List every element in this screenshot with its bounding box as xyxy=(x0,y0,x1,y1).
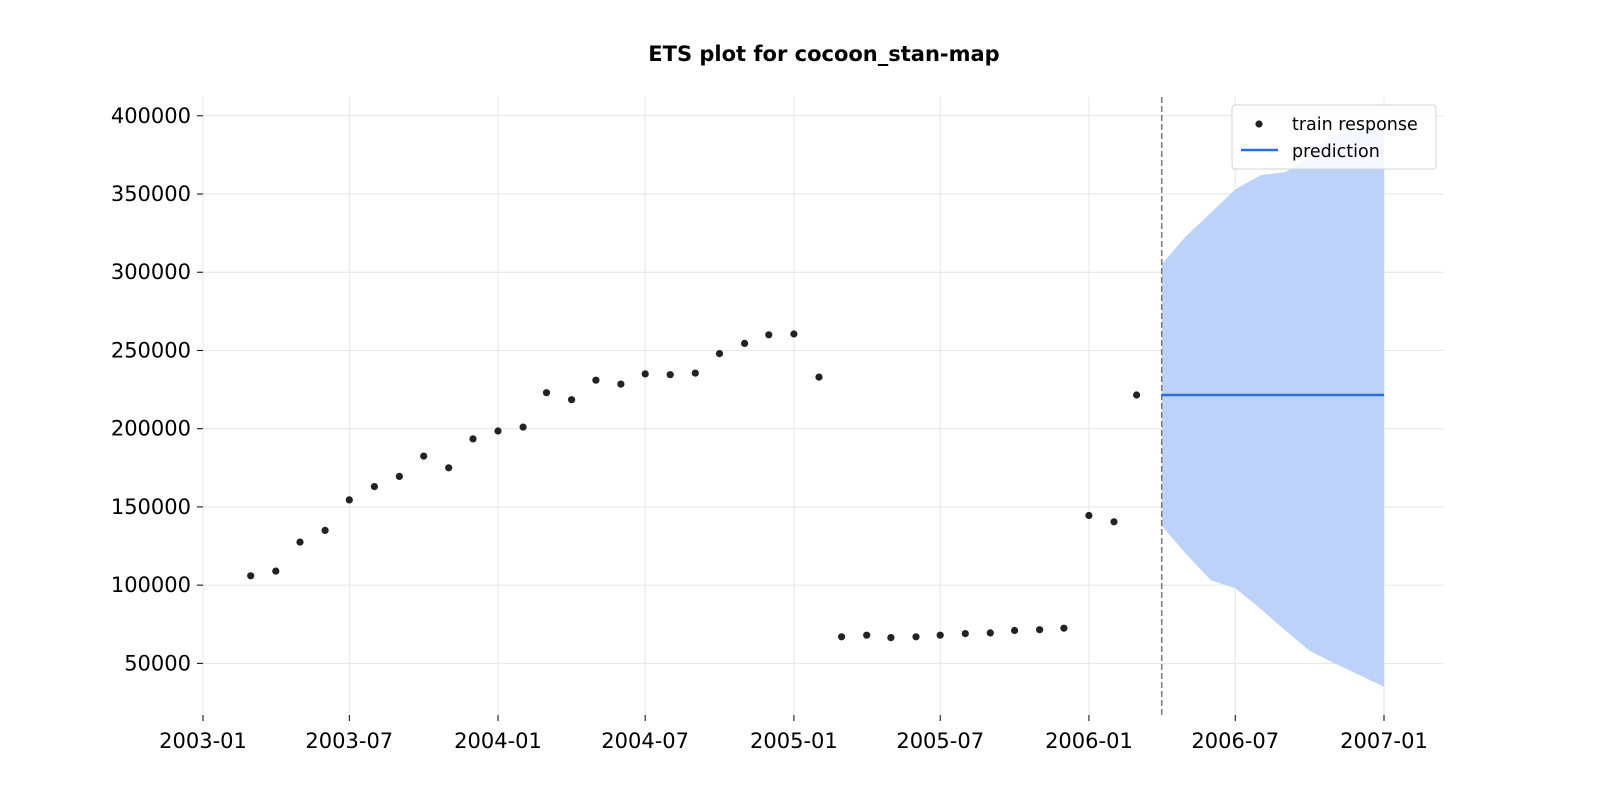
train-point xyxy=(345,496,353,504)
train-point xyxy=(986,629,994,637)
y-tick-label: 150000 xyxy=(111,495,191,519)
train-point xyxy=(296,538,304,546)
train-point xyxy=(494,427,502,435)
legend-label-prediction: prediction xyxy=(1292,142,1380,162)
x-tick-label: 2005-07 xyxy=(896,729,984,753)
train-point xyxy=(568,396,576,404)
train-point xyxy=(370,483,378,491)
train-point xyxy=(542,389,551,397)
train-point xyxy=(395,472,403,480)
train-point xyxy=(863,631,871,639)
y-tick-label: 350000 xyxy=(111,182,191,206)
x-tick-label: 2004-01 xyxy=(454,729,542,753)
train-point xyxy=(1011,626,1019,635)
y-tick-label: 250000 xyxy=(111,338,191,362)
legend-box xyxy=(1231,104,1437,170)
chart-title: ETS plot for cocoon_stan-map xyxy=(648,42,999,66)
train-point xyxy=(912,633,920,641)
train-point xyxy=(815,373,823,381)
train-point xyxy=(445,464,453,472)
train-point xyxy=(741,339,749,347)
train-point xyxy=(715,350,724,358)
legend: train response prediction xyxy=(1231,104,1437,170)
y-tick-label: 200000 xyxy=(111,417,191,441)
train-point xyxy=(641,370,649,378)
train-point xyxy=(1060,624,1068,632)
x-tick-label: 2005-01 xyxy=(750,729,838,753)
train-point xyxy=(592,376,600,384)
x-tick-label: 2003-01 xyxy=(159,729,247,753)
y-tick-label: 100000 xyxy=(111,573,191,597)
train-point xyxy=(272,567,280,575)
train-point xyxy=(1133,391,1141,399)
train-point xyxy=(887,634,895,642)
train-point xyxy=(1110,518,1118,526)
y-tick-label: 50000 xyxy=(124,651,191,675)
train-point xyxy=(691,369,699,377)
train-point xyxy=(321,526,329,535)
x-tick-label: 2004-07 xyxy=(601,729,689,753)
train-point xyxy=(1036,626,1044,634)
x-tick-label: 2006-01 xyxy=(1045,729,1133,753)
train-point xyxy=(961,630,969,638)
train-point xyxy=(617,380,625,388)
y-tick-label: 400000 xyxy=(111,104,191,128)
legend-label-train-response: train response xyxy=(1292,115,1418,135)
prediction-interval-layer xyxy=(1161,126,1384,687)
y-axis: 50000 100000 150000 200000 250000 300000 35000… xyxy=(111,104,203,675)
train-points-layer xyxy=(247,330,1141,642)
train-point xyxy=(519,423,527,431)
x-tick-label: 2006-07 xyxy=(1191,729,1279,753)
legend-marker-train-response xyxy=(1255,120,1263,128)
train-point xyxy=(765,331,773,339)
train-point xyxy=(420,452,428,460)
x-tick-label: 2003-07 xyxy=(305,729,393,753)
train-point xyxy=(469,435,477,443)
x-tick-label: 2007-01 xyxy=(1340,729,1428,753)
x-axis: 2003-01 2003-07 2004-01 2004-07 2005-01 2005-… xyxy=(159,715,1428,753)
train-point xyxy=(666,371,674,379)
train-point xyxy=(936,631,944,639)
prediction-interval-band xyxy=(1161,126,1384,687)
train-point xyxy=(838,633,846,641)
train-point xyxy=(790,330,798,338)
train-point xyxy=(247,572,255,580)
y-tick-label: 300000 xyxy=(111,260,191,284)
train-point xyxy=(1085,511,1093,520)
